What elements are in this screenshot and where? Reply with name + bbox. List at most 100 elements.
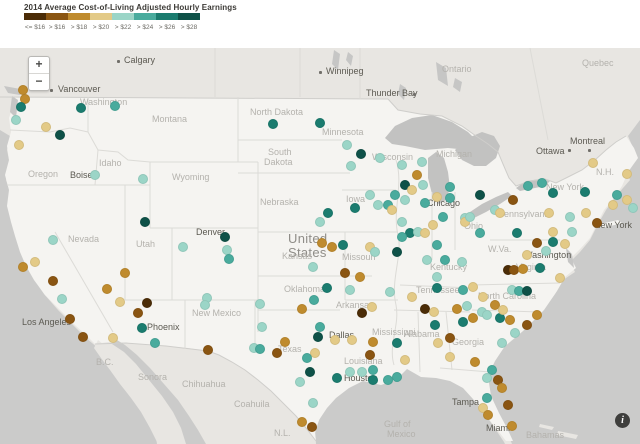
metro-earnings-dot[interactable] [340,268,350,278]
metro-earnings-dot[interactable] [249,343,259,353]
metro-earnings-dot[interactable] [41,122,51,132]
metro-earnings-dot[interactable] [475,190,485,200]
metro-earnings-dot[interactable] [400,180,410,190]
metro-earnings-dot[interactable] [357,367,367,377]
metro-earnings-dot[interactable] [580,187,590,197]
metro-earnings-dot[interactable] [548,227,558,237]
metro-earnings-dot[interactable] [400,195,410,205]
metro-earnings-dot[interactable] [548,188,558,198]
metro-earnings-dot[interactable] [347,335,357,345]
metro-earnings-dot[interactable] [375,153,385,163]
metro-earnings-dot[interactable] [478,292,488,302]
metro-earnings-dot[interactable] [309,295,319,305]
metro-earnings-dot[interactable] [413,227,423,237]
metro-earnings-dot[interactable] [383,375,393,385]
metro-earnings-dot[interactable] [30,257,40,267]
metro-earnings-dot[interactable] [438,212,448,222]
metro-earnings-dot[interactable] [522,286,532,296]
metro-earnings-dot[interactable] [120,268,130,278]
metro-earnings-dot[interactable] [452,304,462,314]
metro-earnings-dot[interactable] [78,332,88,342]
metro-earnings-dot[interactable] [20,94,30,104]
metro-earnings-dot[interactable] [297,304,307,314]
metro-earnings-dot[interactable] [295,377,305,387]
metro-earnings-dot[interactable] [433,338,443,348]
metro-earnings-dot[interactable] [310,348,320,358]
metro-earnings-dot[interactable] [420,228,430,238]
metro-earnings-dot[interactable] [397,232,407,242]
metro-earnings-dot[interactable] [305,367,315,377]
metro-earnings-dot[interactable] [509,265,519,275]
metro-earnings-dot[interactable] [523,181,533,191]
metro-earnings-dot[interactable] [429,307,439,317]
metro-earnings-dot[interactable] [493,375,503,385]
metro-earnings-dot[interactable] [445,193,455,203]
metro-earnings-dot[interactable] [460,217,470,227]
metro-earnings-dot[interactable] [505,315,515,325]
metro-earnings-dot[interactable] [544,208,554,218]
metro-earnings-dot[interactable] [495,313,505,323]
metro-earnings-dot[interactable] [365,242,375,252]
metro-earnings-dot[interactable] [400,355,410,365]
metro-earnings-dot[interactable] [522,320,532,330]
metro-earnings-dot[interactable] [532,238,542,248]
metro-earnings-dot[interactable] [432,240,442,250]
metro-earnings-dot[interactable] [468,282,478,292]
metro-earnings-dot[interactable] [405,228,415,238]
metro-earnings-dot[interactable] [397,160,407,170]
metro-earnings-dot[interactable] [510,328,520,338]
metro-earnings-dot[interactable] [323,208,333,218]
metro-earnings-dot[interactable] [11,115,21,125]
metro-earnings-dot[interactable] [350,203,360,213]
metro-earnings-dot[interactable] [202,293,212,303]
metro-earnings-dot[interactable] [16,102,26,112]
metro-earnings-dot[interactable] [142,298,152,308]
metro-earnings-dot[interactable] [397,217,407,227]
metro-earnings-dot[interactable] [342,140,352,150]
metro-earnings-dot[interactable] [565,212,575,222]
metro-earnings-dot[interactable] [178,242,188,252]
metro-earnings-dot[interactable] [445,182,455,192]
metro-earnings-dot[interactable] [368,365,378,375]
metro-earnings-dot[interactable] [302,353,312,363]
metro-earnings-dot[interactable] [422,255,432,265]
metro-earnings-dot[interactable] [532,310,542,320]
metro-earnings-dot[interactable] [220,232,230,242]
metro-earnings-dot[interactable] [518,264,528,274]
metro-earnings-dot[interactable] [465,212,475,222]
metro-earnings-dot[interactable] [365,350,375,360]
metro-earnings-dot[interactable] [507,285,517,295]
metro-earnings-dot[interactable] [608,200,618,210]
metro-earnings-dot[interactable] [390,190,400,200]
metro-earnings-dot[interactable] [115,297,125,307]
metro-earnings-dot[interactable] [412,170,422,180]
metro-earnings-dot[interactable] [392,372,402,382]
metro-earnings-dot[interactable] [622,169,632,179]
metro-earnings-dot[interactable] [315,118,325,128]
metro-earnings-dot[interactable] [330,335,340,345]
metro-earnings-dot[interactable] [385,287,395,297]
metro-earnings-dot[interactable] [297,417,307,427]
zoom-out-button[interactable]: − [29,73,49,90]
metro-earnings-dot[interactable] [482,310,492,320]
metro-earnings-dot[interactable] [581,208,591,218]
metro-earnings-dot[interactable] [612,190,622,200]
metro-earnings-dot[interactable] [407,185,417,195]
metro-earnings-dot[interactable] [338,240,348,250]
metro-earnings-dot[interactable] [498,305,508,315]
metro-earnings-dot[interactable] [18,262,28,272]
info-button[interactable]: i [615,413,630,428]
metro-earnings-dot[interactable] [428,220,438,230]
metro-earnings-dot[interactable] [368,375,378,385]
metro-earnings-dot[interactable] [200,300,210,310]
metro-earnings-dot[interactable] [541,246,551,256]
metro-earnings-dot[interactable] [567,227,577,237]
metro-earnings-dot[interactable] [495,208,505,218]
metro-earnings-dot[interactable] [482,393,492,403]
metro-earnings-dot[interactable] [137,323,147,333]
metro-earnings-dot[interactable] [445,333,455,343]
metro-earnings-dot[interactable] [478,403,488,413]
metro-earnings-dot[interactable] [514,286,524,296]
metro-earnings-dot[interactable] [503,265,513,275]
metro-earnings-dot[interactable] [373,200,383,210]
